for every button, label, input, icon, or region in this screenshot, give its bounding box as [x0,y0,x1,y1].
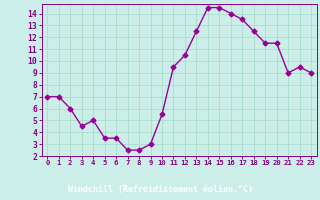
Text: Windchill (Refroidissement éolien,°C): Windchill (Refroidissement éolien,°C) [68,185,252,194]
